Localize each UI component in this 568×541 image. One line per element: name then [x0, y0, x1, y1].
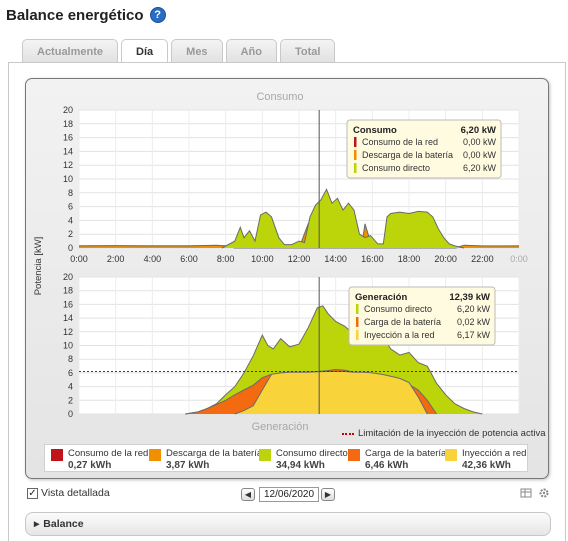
chart-frame	[25, 78, 549, 479]
help-icon[interactable]: ?	[149, 7, 166, 23]
legend-label: Descarga de la batería	[166, 448, 263, 459]
legend-label: Consumo de la red	[68, 448, 149, 459]
limit-legend: Limitación de la inyección de potencia a…	[342, 428, 545, 439]
tab-actualmente[interactable]: Actualmente	[22, 39, 119, 63]
prev-day-button[interactable]: ◀	[241, 488, 255, 501]
tab-mes[interactable]: Mes	[171, 39, 223, 63]
gear-icon[interactable]	[538, 487, 552, 501]
limit-legend-swatch	[342, 432, 354, 435]
table-export-icon[interactable]	[520, 487, 534, 501]
controls-bar: ✓ Vista detallada ◀ ▶	[25, 487, 555, 503]
balance-accordion[interactable]: ▸ Balance	[25, 512, 551, 536]
page-header: Balance energético ?	[6, 4, 166, 26]
expand-arrow-icon: ▸	[34, 518, 40, 530]
legend-swatch	[51, 449, 63, 461]
page-title: Balance energético	[6, 6, 144, 24]
balance-accordion-label: Balance	[43, 518, 84, 530]
legend-value: 34,94 kWh	[276, 460, 325, 471]
legend-swatch	[445, 449, 457, 461]
legend-swatch	[259, 449, 271, 461]
tab-total[interactable]: Total	[279, 39, 336, 63]
legend-value: 3,87 kWh	[166, 460, 210, 471]
tab-ano[interactable]: Año	[225, 39, 277, 63]
legend-label: Carga de la batería	[365, 448, 447, 459]
detailed-view-label[interactable]: Vista detallada	[41, 487, 110, 499]
next-day-button[interactable]: ▶	[321, 488, 335, 501]
legend-value: 42,36 kWh	[462, 460, 511, 471]
legend-value: 0,27 kWh	[68, 460, 112, 471]
tab-dia[interactable]: Día	[121, 39, 169, 64]
chart-legend: Consumo de la red 0,27 kWh Descarga de l…	[44, 444, 528, 472]
legend-swatch	[149, 449, 161, 461]
legend-swatch	[348, 449, 360, 461]
limit-legend-label: Limitación de la inyección de potencia a…	[358, 428, 546, 439]
legend-label: Inyección a red	[462, 448, 527, 459]
legend-value: 6,46 kWh	[365, 460, 409, 471]
legend-label: Consumo directo	[276, 448, 348, 459]
date-input[interactable]	[259, 487, 319, 502]
tab-bar: Actualmente Día Mes Año Total	[22, 39, 336, 64]
detailed-view-checkbox[interactable]: ✓	[27, 488, 38, 499]
